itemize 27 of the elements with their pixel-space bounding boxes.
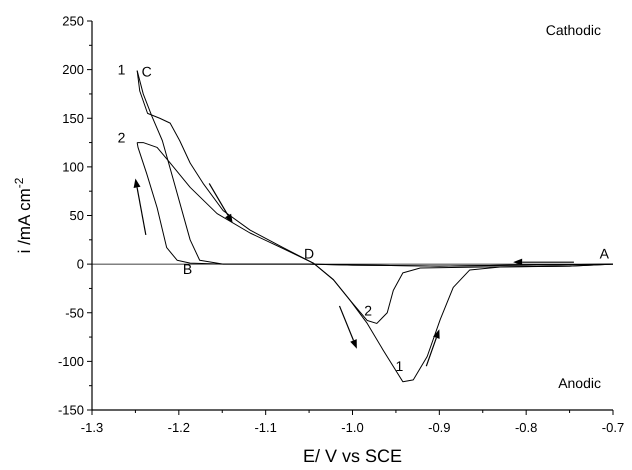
annotation: 2: [364, 302, 372, 319]
annotation: B: [182, 260, 192, 277]
x-tick-label: -1.0: [341, 420, 364, 435]
annotation: 1: [118, 61, 126, 78]
x-tick-label: -0.7: [602, 420, 624, 435]
y-tick-label: 50: [70, 208, 84, 223]
y-tick-label: 0: [76, 256, 84, 272]
x-tick-label: -0.8: [514, 420, 538, 435]
y-tick-label: -150: [58, 402, 84, 418]
y-tick-label: 200: [62, 62, 84, 78]
x-tick-label: -1.2: [168, 420, 190, 435]
y-tick-label: 150: [62, 110, 84, 126]
y-tick-label: -100: [58, 354, 84, 369]
annotation: C: [142, 63, 152, 80]
x-tick-label: -0.9: [428, 420, 451, 435]
y-tick-label: 250: [62, 14, 84, 28]
annotation: A: [600, 245, 610, 262]
annotation: Anodic: [558, 375, 601, 391]
y-tick-label: 100: [62, 159, 84, 174]
x-tick-label: -1.3: [80, 420, 104, 435]
annotation: 1: [395, 358, 404, 374]
annotation: 2: [118, 130, 126, 146]
y-tick-label: -50: [65, 305, 84, 320]
annotation: Cathodic: [546, 22, 601, 38]
x-axis-title: E/ V vs SCE: [302, 446, 402, 466]
x-tick-label: -1.1: [254, 420, 277, 435]
annotation: D: [304, 245, 314, 262]
